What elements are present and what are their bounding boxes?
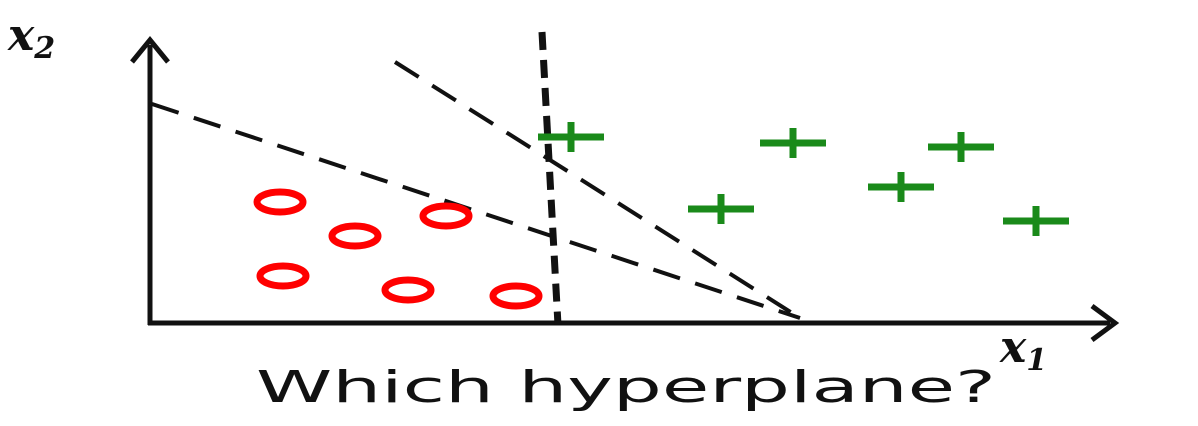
hyperplane-diagonal-left <box>151 102 801 320</box>
circle-point <box>253 188 307 216</box>
circle-point <box>419 202 473 230</box>
circle-point <box>256 262 310 290</box>
plus-point <box>928 132 994 162</box>
plus-point <box>760 128 826 158</box>
class-circle-points <box>253 188 543 310</box>
circle-point <box>381 276 435 304</box>
plus-point <box>538 122 604 152</box>
hyperplanes <box>151 31 802 326</box>
circle-point <box>489 282 543 310</box>
hyperplane-diagonal-right <box>393 60 802 320</box>
plus-point <box>688 194 754 224</box>
y-axis-label: x2 <box>7 10 55 66</box>
diagram-caption: Which hyperplane? <box>256 362 996 413</box>
x-axis-arrowhead <box>1090 303 1120 343</box>
circle-point <box>328 222 382 250</box>
plus-point <box>1003 206 1069 236</box>
x-axis-label: x1 <box>999 322 1047 378</box>
plus-point <box>868 172 934 202</box>
hyperplane-vertical <box>538 31 562 326</box>
axes <box>130 36 1120 343</box>
y-axis-arrowhead <box>130 36 170 64</box>
class-plus-points <box>538 122 1069 236</box>
